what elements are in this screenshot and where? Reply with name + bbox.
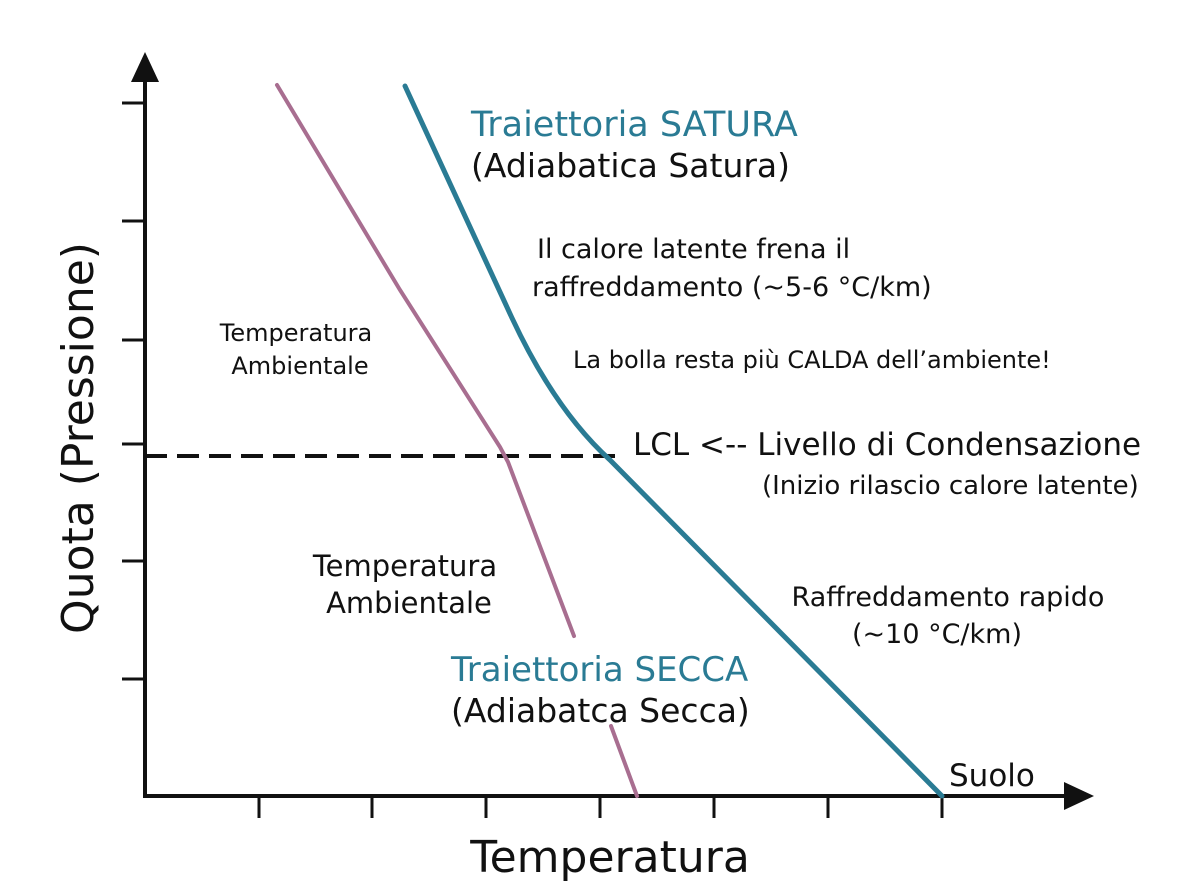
- y-ticks: [122, 101, 145, 681]
- latent-heat-note-line1: Il calore latente frena il: [537, 234, 850, 265]
- lcl-sublabel: (Inizio rilascio calore latente): [762, 471, 1139, 501]
- saturated-subtitle: (Adiabatica Satura): [471, 146, 790, 185]
- dry-title: Traiettoria SECCA: [450, 650, 748, 690]
- environment-curve: [275, 83, 639, 798]
- dry-subtitle: (Adiabatca Secca): [451, 691, 750, 730]
- x-axis-label: Temperatura: [469, 832, 750, 883]
- y-axis-arrow: [131, 52, 159, 82]
- rapid-cooling-note-line2: (~10 °C/km): [852, 619, 1022, 650]
- parcel-warmer-note: La bolla resta più CALDA dell’ambiente!: [573, 346, 1051, 374]
- environment-label-upper-line2: Ambientale: [231, 352, 368, 380]
- environment-label-lower-line1: Temperatura: [312, 549, 497, 583]
- axes: [131, 52, 1094, 810]
- x-axis-arrow: [1064, 782, 1094, 810]
- lcl-label: LCL <-- Livello di Condensazione: [633, 427, 1141, 463]
- saturated-title: Traiettoria SATURA: [470, 105, 798, 145]
- x-ticks: [257, 796, 944, 818]
- environment-label-upper-line1: Temperatura: [219, 319, 373, 347]
- rapid-cooling-note-line1: Raffreddamento rapido: [792, 582, 1105, 613]
- environment-label-lower-line2: Ambientale: [326, 586, 492, 620]
- parcel-trajectory-curve: [402, 83, 945, 799]
- latent-heat-note-line2: raffreddamento (~5-6 °C/km): [532, 272, 932, 303]
- environment-curve-upper: [275, 83, 576, 638]
- ground-label: Suolo: [949, 758, 1035, 794]
- y-axis-label: Quota (Pressione): [53, 242, 104, 634]
- environment-curve-lower: [609, 724, 639, 798]
